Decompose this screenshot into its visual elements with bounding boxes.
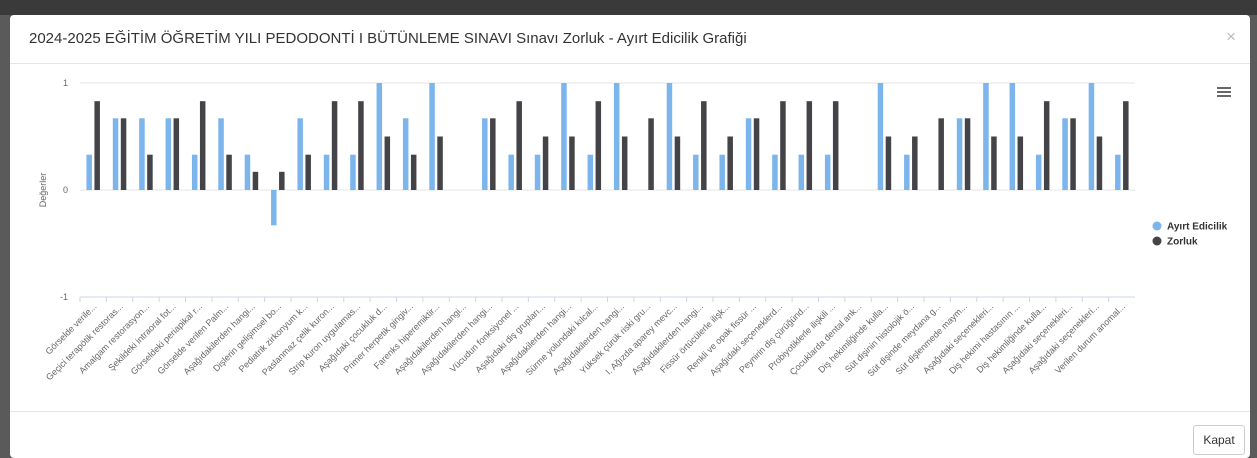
bar <box>798 154 805 190</box>
bar <box>350 154 356 190</box>
bar <box>1070 118 1076 190</box>
close-button[interactable]: Kapat <box>1193 425 1245 455</box>
bar <box>595 101 602 190</box>
bar <box>1062 118 1068 190</box>
bar <box>719 154 725 190</box>
bar <box>508 154 514 190</box>
bar <box>271 190 277 226</box>
bar <box>1088 83 1095 190</box>
bar <box>120 118 127 190</box>
bar <box>832 101 839 190</box>
bar <box>956 118 963 190</box>
bar <box>674 136 681 190</box>
bar <box>780 101 786 190</box>
bar <box>323 154 330 190</box>
background-bar <box>0 0 1257 15</box>
y-tick-label: -1 <box>60 292 68 302</box>
bar <box>1123 101 1129 190</box>
bar <box>252 171 259 190</box>
y-axis-title: Değerler <box>38 173 48 208</box>
legend-label: Ayırt Edicilik <box>1167 222 1228 233</box>
bar <box>991 136 997 190</box>
modal-header: 2024-2025 EĞİTİM ÖĞRETİM YILI PEDODONTİ … <box>10 15 1250 64</box>
bar <box>1043 101 1050 190</box>
bar <box>490 118 496 190</box>
bar <box>542 136 549 190</box>
bar <box>305 154 311 190</box>
bar <box>904 154 910 190</box>
bar <box>297 118 303 190</box>
bar <box>693 154 699 190</box>
bar <box>112 118 119 190</box>
y-tick-label: 1 <box>63 78 68 88</box>
legend-label: Zorluk <box>1167 237 1198 248</box>
bar <box>621 136 628 190</box>
bar <box>1035 154 1042 190</box>
bar <box>885 136 892 190</box>
bar <box>824 154 831 190</box>
bar <box>648 118 654 190</box>
bar <box>279 171 285 190</box>
bar <box>384 136 391 190</box>
bar <box>912 136 918 190</box>
bar <box>983 83 989 190</box>
bar <box>429 83 435 190</box>
bar <box>199 101 206 190</box>
bar <box>410 154 417 190</box>
bar <box>437 136 443 190</box>
bar <box>402 118 409 190</box>
bar <box>938 118 944 190</box>
menu-icon[interactable] <box>1217 87 1231 97</box>
bar <box>745 118 752 190</box>
bar <box>964 118 971 190</box>
bar <box>1009 83 1016 190</box>
bar <box>1115 154 1121 190</box>
bar <box>482 118 488 190</box>
bar <box>139 118 145 190</box>
bar <box>165 118 172 190</box>
bar <box>561 83 567 190</box>
modal-footer <box>10 411 1250 412</box>
bar <box>358 101 364 190</box>
bar <box>727 136 733 190</box>
bar <box>94 101 100 190</box>
bar <box>587 154 594 190</box>
bar <box>244 154 251 190</box>
bar <box>666 83 673 190</box>
bar <box>772 154 778 190</box>
bar <box>753 118 760 190</box>
bar <box>534 154 541 190</box>
y-tick-label: 0 <box>63 185 68 195</box>
bar <box>1096 136 1103 190</box>
bar <box>877 83 884 190</box>
bar <box>376 83 383 190</box>
modal-title: 2024-2025 EĞİTİM ÖĞRETİM YILI PEDODONTİ … <box>29 30 747 47</box>
legend-marker <box>1152 221 1162 231</box>
bar <box>569 136 575 190</box>
bar <box>701 101 707 190</box>
bar <box>613 83 620 190</box>
legend-marker <box>1152 236 1162 246</box>
bar <box>331 101 338 190</box>
close-icon[interactable]: × <box>1226 27 1236 46</box>
bar <box>86 154 92 190</box>
bar <box>191 154 198 190</box>
bar <box>806 101 813 190</box>
bar <box>173 118 180 190</box>
bar <box>147 154 153 190</box>
modal: 2024-2025 EĞİTİM ÖĞRETİM YILI PEDODONTİ … <box>10 15 1250 458</box>
bar <box>1017 136 1024 190</box>
bar <box>226 154 232 190</box>
bar <box>516 101 522 190</box>
bar <box>218 118 224 190</box>
